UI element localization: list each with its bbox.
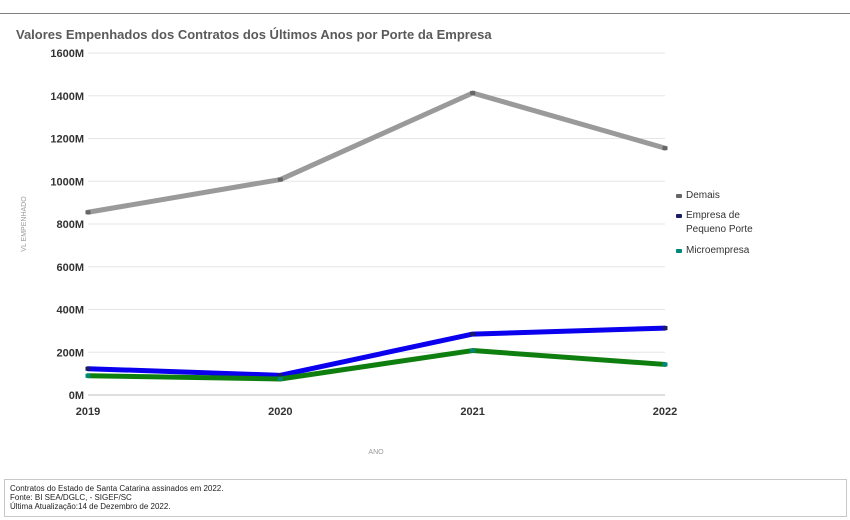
series-line [85,348,668,382]
y-tick-label: 1200M [50,134,84,146]
y-tick-label: 200M [56,347,84,359]
y-tick-label: 1600M [50,48,84,60]
x-tick-label: 2019 [76,406,100,418]
series-line [85,90,668,215]
footer-line-source: Fonte: BI SEA/DGLC, - SIGEF/SC [10,493,132,502]
data-point [85,366,91,371]
y-tick-label: 1000M [50,176,84,188]
series-line [85,325,668,378]
x-tick-label: 2021 [460,406,484,418]
data-point [470,332,476,337]
footer-line-update: Última Atualização:14 de Dezembro de 202… [10,502,171,511]
data-point [662,326,668,331]
data-point [85,373,91,378]
legend-label: Empresa de Pequeno Porte [686,210,753,235]
footer-line-contracts: Contratos do Estado de Santa Catarina as… [10,484,224,493]
y-tick-label: 1400M [50,91,84,103]
data-point [277,376,283,381]
x-axis-title: ANO [368,449,384,456]
top-divider [0,13,850,14]
legend-label: Microempresa [686,245,750,256]
legend-label: Demais [686,190,720,201]
y-axis-title: VL EMPENHADO [21,196,28,252]
chart-title: Valores Empenhados dos Contratos dos Últ… [16,27,492,42]
legend-marker [676,249,682,253]
data-point [470,348,476,353]
legend-marker [676,214,682,218]
data-point [662,146,668,151]
y-tick-label: 800M [56,219,84,231]
line-chart: 0M 200M 400M 600M 800M 1000M 1200M 1400M 1600M 20… [21,48,677,456]
footer-notes: Contratos do Estado de Santa Catarina as… [4,479,847,517]
legend-marker [676,194,682,198]
data-point [470,90,476,95]
x-tick-label: 2020 [268,406,292,418]
y-tick-label: 0M [69,390,84,402]
data-point [277,373,283,378]
data-point [85,210,91,215]
y-tick-label: 600M [56,262,84,274]
data-point [277,177,283,182]
data-point [662,362,668,367]
y-tick-label: 400M [56,305,84,317]
x-tick-label: 2022 [653,406,677,418]
